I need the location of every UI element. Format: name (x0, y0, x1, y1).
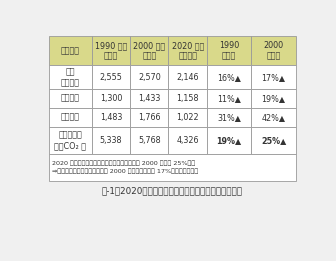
Bar (48, 88, 92, 108)
Text: 2020 年度
排出目標: 2020 年度 排出目標 (172, 41, 204, 61)
Text: 19%▲: 19%▲ (216, 136, 242, 145)
Bar (48, 154, 296, 181)
Text: 5,768: 5,768 (138, 136, 161, 145)
Bar (251, 88, 296, 108)
Text: 2,555: 2,555 (99, 73, 122, 81)
Text: 2000
年度比: 2000 年度比 (263, 41, 284, 61)
Bar (207, 127, 251, 154)
Bar (168, 66, 207, 88)
Bar (92, 36, 130, 66)
Text: 4,326: 4,326 (176, 136, 199, 145)
Bar (207, 36, 251, 66)
Text: 1990
年度比: 1990 年度比 (219, 41, 239, 61)
Text: 2000 年度
排出量: 2000 年度 排出量 (133, 41, 165, 61)
Bar (168, 88, 207, 108)
Text: 1,300: 1,300 (100, 94, 122, 103)
Text: 25%▲: 25%▲ (261, 136, 286, 145)
Text: 2020 年までに、東京の温室効果ガス排出量を 2000 年比で 25%削減
⇒業務・産業部門の削減目標は 2000 年度と比較して 17%削減するレベル: 2020 年までに、東京の温室効果ガス排出量を 2000 年比で 25%削減 ⇒… (52, 161, 198, 174)
Bar (92, 108, 130, 127)
Text: 17%▲: 17%▲ (262, 73, 286, 81)
Bar (251, 127, 296, 154)
Text: 2,146: 2,146 (176, 73, 199, 81)
Bar (207, 88, 251, 108)
Text: 16%▲: 16%▲ (217, 73, 241, 81)
Bar (48, 127, 92, 154)
Bar (168, 36, 207, 66)
Text: 運輸部門: 運輸部門 (61, 113, 80, 122)
Text: 1,022: 1,022 (176, 113, 199, 122)
Bar (92, 127, 130, 154)
Bar (207, 66, 251, 88)
Bar (48, 66, 92, 88)
Bar (168, 127, 207, 154)
Bar (207, 108, 251, 127)
Text: 1,483: 1,483 (100, 113, 122, 122)
Text: 31%▲: 31%▲ (217, 113, 241, 122)
Text: 11%▲: 11%▲ (217, 94, 241, 103)
Text: エネルギー
起原CO₂ 計: エネルギー 起原CO₂ 計 (54, 130, 86, 150)
Text: カテゴリ: カテゴリ (61, 46, 80, 55)
Bar (251, 36, 296, 66)
Bar (130, 127, 168, 154)
Text: 1,158: 1,158 (176, 94, 199, 103)
Text: 家庭部門: 家庭部門 (61, 94, 80, 103)
Bar (48, 36, 92, 66)
Text: 19%▲: 19%▲ (262, 94, 286, 103)
Text: 5,338: 5,338 (100, 136, 122, 145)
Text: 表-1　2020年度における部門別削減目標値（東京都）: 表-1 2020年度における部門別削減目標値（東京都） (101, 187, 243, 195)
Bar (130, 36, 168, 66)
Bar (251, 108, 296, 127)
Text: 42%▲: 42%▲ (262, 113, 286, 122)
Bar (168, 108, 207, 127)
Bar (48, 108, 92, 127)
Text: 2,570: 2,570 (138, 73, 161, 81)
Bar (130, 66, 168, 88)
Text: 1990 年度
排出量: 1990 年度 排出量 (95, 41, 127, 61)
Text: 1,433: 1,433 (138, 94, 161, 103)
Text: 産業
業務部門: 産業 業務部門 (61, 67, 80, 87)
Text: 1,766: 1,766 (138, 113, 161, 122)
Bar (92, 88, 130, 108)
Bar (92, 66, 130, 88)
Bar (130, 88, 168, 108)
Bar (251, 66, 296, 88)
Bar (130, 108, 168, 127)
